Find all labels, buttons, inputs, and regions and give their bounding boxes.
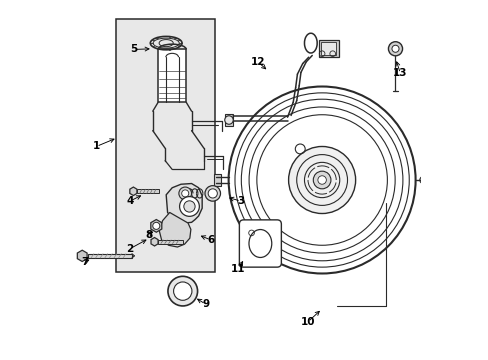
Circle shape — [391, 45, 398, 52]
Text: 13: 13 — [392, 68, 407, 78]
Bar — [213, 174, 221, 186]
Bar — [319, 40, 338, 57]
Circle shape — [317, 176, 325, 184]
Polygon shape — [151, 238, 158, 246]
Text: 8: 8 — [144, 230, 152, 240]
Text: 5: 5 — [129, 45, 137, 54]
Text: 3: 3 — [237, 196, 244, 206]
Circle shape — [288, 147, 355, 213]
Circle shape — [183, 201, 195, 212]
Polygon shape — [130, 187, 137, 195]
Bar — [116, 19, 214, 272]
Circle shape — [173, 282, 192, 300]
Circle shape — [228, 86, 415, 274]
Polygon shape — [166, 184, 202, 223]
Bar — [88, 254, 132, 258]
Polygon shape — [159, 212, 190, 247]
Text: 11: 11 — [231, 264, 245, 274]
Bar — [224, 114, 232, 126]
Circle shape — [387, 42, 402, 56]
Circle shape — [167, 276, 197, 306]
Text: 1: 1 — [93, 141, 100, 152]
Circle shape — [419, 176, 426, 184]
Circle shape — [313, 171, 330, 189]
Bar — [137, 189, 159, 193]
FancyBboxPatch shape — [239, 220, 281, 267]
Text: 10: 10 — [300, 317, 315, 327]
Circle shape — [182, 190, 188, 197]
Text: 4: 4 — [126, 196, 133, 206]
Circle shape — [208, 189, 217, 198]
Text: 6: 6 — [207, 235, 214, 245]
Circle shape — [152, 222, 160, 229]
Text: 12: 12 — [250, 57, 264, 67]
Circle shape — [179, 197, 199, 216]
Circle shape — [204, 186, 220, 201]
Circle shape — [224, 116, 233, 124]
Text: 7: 7 — [81, 257, 88, 267]
Bar — [158, 49, 186, 102]
Bar — [320, 42, 336, 55]
Bar — [158, 240, 183, 243]
Circle shape — [179, 187, 191, 200]
Text: 9: 9 — [202, 299, 209, 309]
Text: 2: 2 — [126, 244, 133, 254]
Polygon shape — [150, 220, 162, 232]
Polygon shape — [77, 250, 87, 261]
